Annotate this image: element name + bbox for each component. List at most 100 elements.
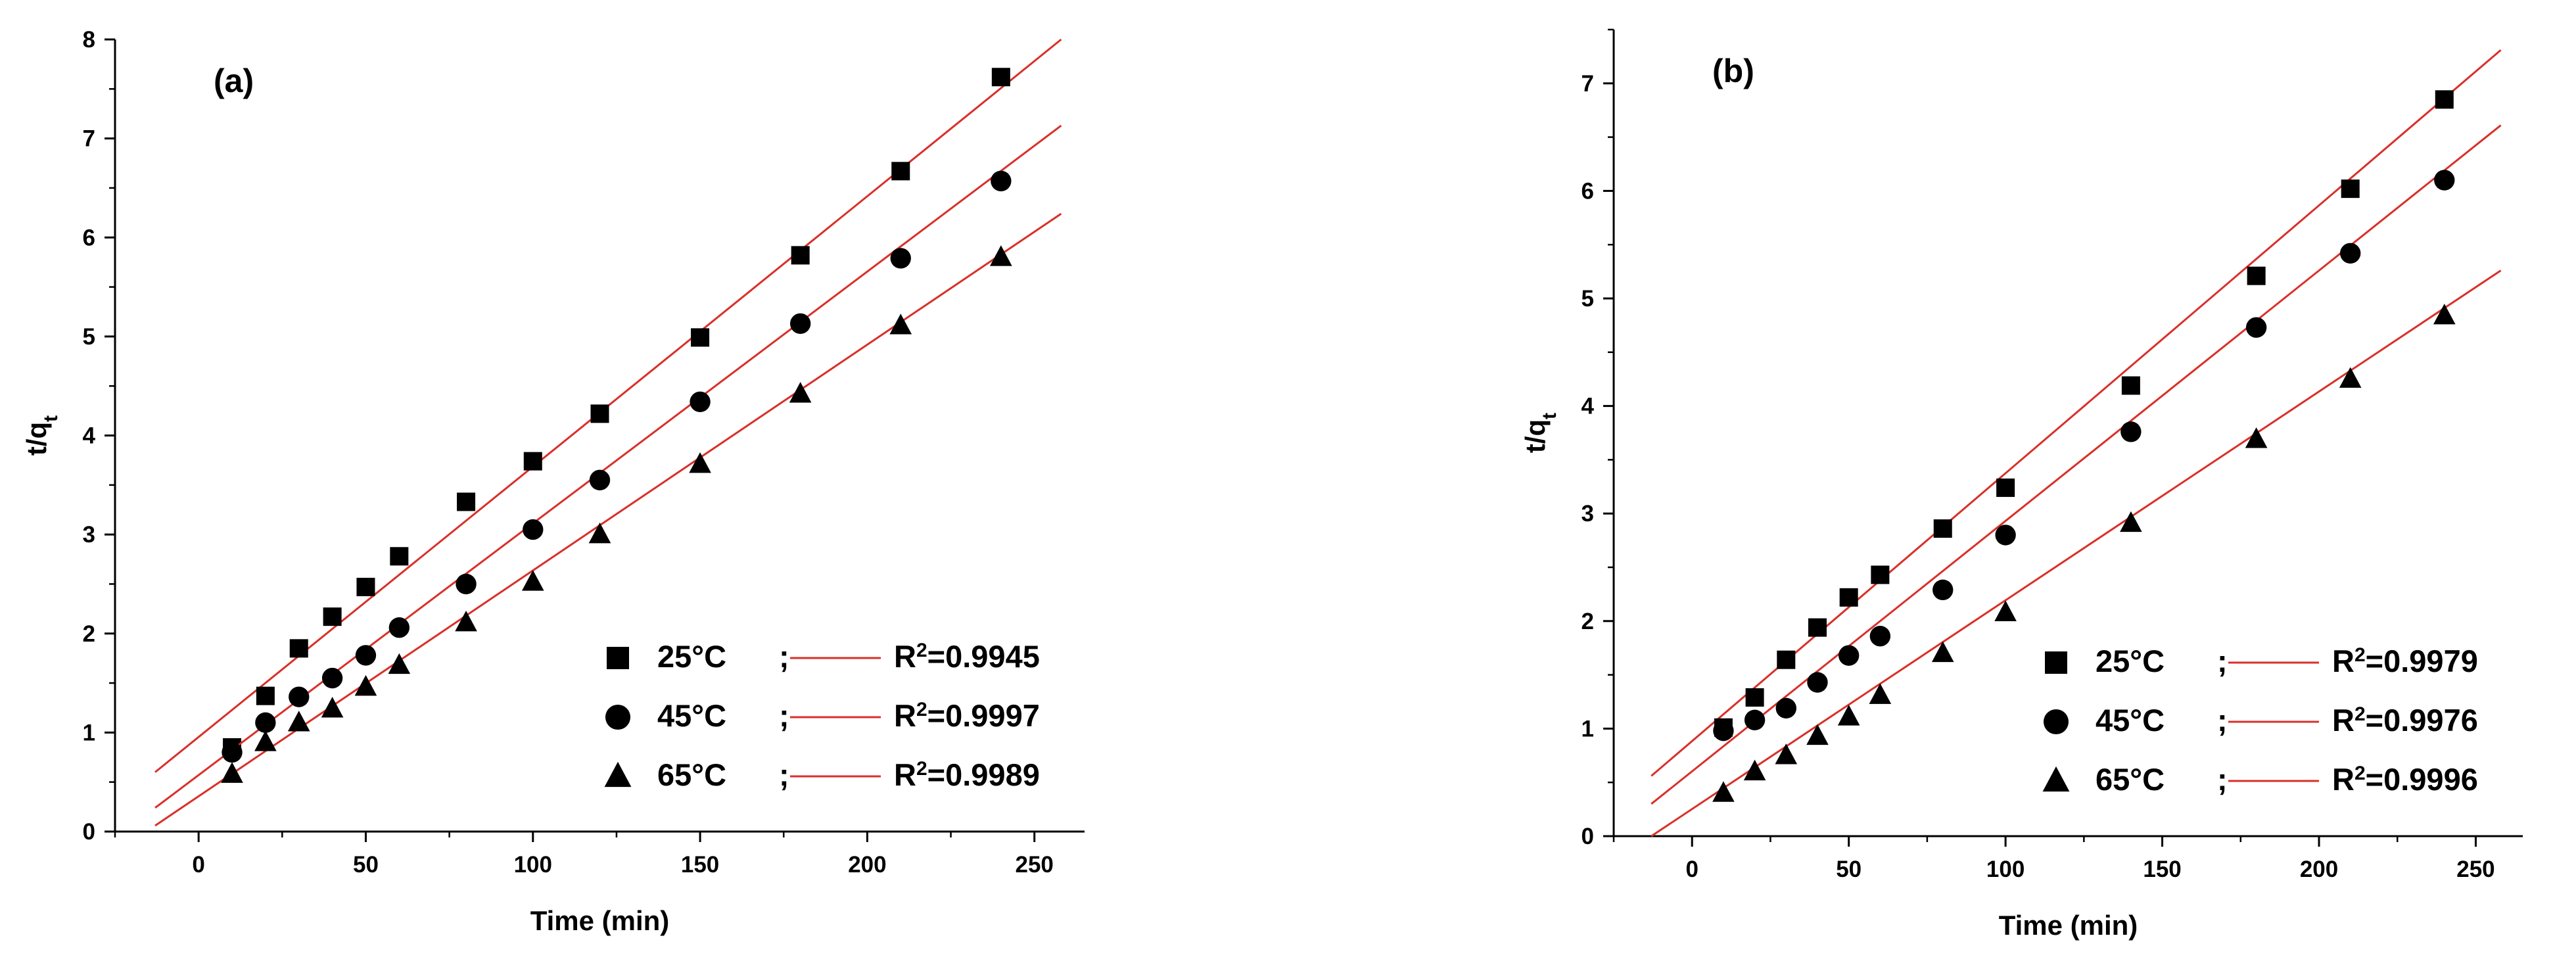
- x-axis-title: Time (min): [530, 905, 670, 936]
- data-point: [1743, 759, 1766, 781]
- legend-marker-3: [604, 761, 632, 788]
- y-tick-label: 3: [83, 522, 95, 548]
- x-tick-label: 100: [514, 852, 552, 878]
- legend-r2-superscript: 2: [2354, 763, 2366, 784]
- data-point: [889, 314, 912, 335]
- data-point: [890, 248, 911, 269]
- x-tick-label: 0: [1685, 857, 1698, 882]
- data-point: [2121, 376, 2140, 395]
- y-axis-title: t/qt: [21, 415, 62, 456]
- data-point: [1713, 720, 1734, 741]
- y-tick-label: 4: [1581, 394, 1595, 419]
- y-tick-label: 1: [83, 720, 95, 745]
- data-point: [588, 522, 611, 544]
- data-point: [455, 610, 477, 632]
- legend-marker-1: [607, 647, 629, 669]
- panel-label: (a): [214, 62, 254, 99]
- legend-r2-value: =0.9989: [927, 757, 1040, 792]
- y-tick-label: 0: [83, 819, 95, 845]
- data-point: [1808, 618, 1827, 637]
- legend-r2-symbol: R: [2332, 762, 2354, 797]
- data-point: [690, 391, 711, 412]
- x-tick-label: 200: [848, 852, 886, 878]
- data-point: [689, 452, 711, 473]
- data-point: [1806, 724, 1829, 745]
- legend-series-name: 65°C: [2096, 762, 2165, 797]
- x-tick-label: 250: [2456, 857, 2494, 882]
- y-axis-title-main: t/q: [1520, 419, 1551, 453]
- legend-r2-superscript: 2: [916, 699, 927, 720]
- data-point: [590, 404, 609, 423]
- data-point: [1838, 645, 1860, 666]
- legend-r2-superscript: 2: [916, 640, 927, 661]
- legend-series-name: 65°C: [657, 757, 726, 792]
- y-tick-label: 5: [83, 324, 95, 350]
- legend-r2-value: =0.9996: [2366, 762, 2478, 797]
- data-point: [321, 696, 344, 718]
- data-point: [1871, 565, 1890, 584]
- fit-line-3: [1651, 270, 2502, 837]
- y-axis-title-subscript: t: [1539, 413, 1560, 419]
- data-point: [1995, 525, 2016, 546]
- data-point: [2435, 90, 2454, 109]
- data-point: [1775, 697, 1796, 718]
- y-tick-label: 5: [1581, 286, 1594, 312]
- data-point: [456, 573, 477, 595]
- legend-marker-3: [2042, 766, 2070, 792]
- legend-marker-1: [2045, 651, 2067, 674]
- x-tick-label: 0: [192, 852, 204, 878]
- legend-r2-value: =0.9945: [927, 639, 1040, 674]
- legend-marker-2: [2043, 709, 2069, 735]
- data-point: [691, 328, 710, 347]
- data-point: [2433, 303, 2456, 325]
- data-point: [221, 762, 243, 783]
- x-tick-label: 50: [353, 852, 379, 878]
- data-point: [1933, 519, 1952, 538]
- x-tick-label: 100: [1986, 857, 2025, 882]
- data-point: [589, 469, 611, 490]
- data-point: [388, 617, 410, 638]
- x-tick-label: 150: [681, 852, 719, 878]
- data-point: [1837, 705, 1860, 726]
- legend-r2-value: =0.9976: [2366, 703, 2478, 738]
- data-point: [289, 686, 310, 707]
- data-point: [2247, 266, 2266, 285]
- data-point: [1994, 600, 2017, 621]
- legend-r2-value: =0.9979: [2366, 644, 2478, 678]
- y-tick-label: 7: [1581, 71, 1594, 97]
- fit-line-3: [154, 212, 1062, 827]
- legend-r2-symbol: R: [2332, 703, 2354, 738]
- data-point: [2339, 367, 2362, 388]
- x-tick-label: 250: [1016, 852, 1054, 878]
- legend-r2-symbol: R: [2332, 644, 2354, 678]
- legend-r2-symbol: R: [894, 639, 916, 674]
- y-axis-title-main: t/q: [21, 422, 52, 456]
- y-axis-title-subscript: t: [40, 415, 62, 422]
- data-point: [354, 674, 377, 696]
- data-point: [255, 712, 276, 733]
- y-tick-label: 8: [83, 27, 95, 53]
- y-tick-label: 2: [1581, 609, 1594, 634]
- data-point: [323, 607, 342, 626]
- data-point: [2245, 427, 2268, 448]
- legend-r2: R2=0.9945: [894, 639, 1040, 674]
- legend-r2: R2=0.9976: [2332, 703, 2478, 738]
- legend-series-name: 45°C: [2096, 703, 2165, 738]
- legend-separator: ;: [779, 639, 789, 674]
- data-point: [1744, 709, 1766, 730]
- data-point: [254, 730, 277, 751]
- fit-line-2: [1651, 124, 2502, 805]
- chart-panel-b: 0 50 100 150 200 250 0 1 2 3 4 5 6 7 Time (min) t/qt (b)…: [1520, 28, 2523, 941]
- data-point: [355, 645, 377, 666]
- y-tick-label: 0: [1581, 824, 1594, 849]
- data-point: [1777, 650, 1796, 669]
- legend-r2-superscript: 2: [916, 758, 927, 780]
- data-point: [1839, 588, 1858, 607]
- data-point: [789, 313, 811, 334]
- data-point: [523, 519, 544, 540]
- data-point: [1869, 683, 1892, 704]
- y-tick-label: 3: [1581, 501, 1594, 527]
- data-point: [256, 686, 275, 705]
- legend-separator: ;: [779, 698, 789, 733]
- legend-series-name: 25°C: [657, 639, 726, 674]
